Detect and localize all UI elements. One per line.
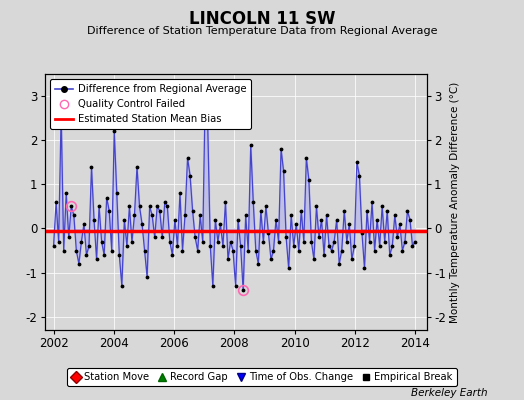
Text: LINCOLN 11 SW: LINCOLN 11 SW bbox=[189, 10, 335, 28]
Legend: Station Move, Record Gap, Time of Obs. Change, Empirical Break: Station Move, Record Gap, Time of Obs. C… bbox=[68, 368, 456, 386]
Legend: Difference from Regional Average, Quality Control Failed, Estimated Station Mean: Difference from Regional Average, Qualit… bbox=[50, 79, 251, 129]
Y-axis label: Monthly Temperature Anomaly Difference (°C): Monthly Temperature Anomaly Difference (… bbox=[450, 81, 460, 323]
Text: Berkeley Earth: Berkeley Earth bbox=[411, 388, 487, 398]
Text: Difference of Station Temperature Data from Regional Average: Difference of Station Temperature Data f… bbox=[87, 26, 437, 36]
